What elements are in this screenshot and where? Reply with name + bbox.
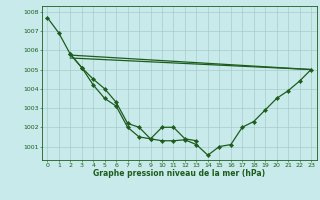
X-axis label: Graphe pression niveau de la mer (hPa): Graphe pression niveau de la mer (hPa) bbox=[93, 169, 265, 178]
